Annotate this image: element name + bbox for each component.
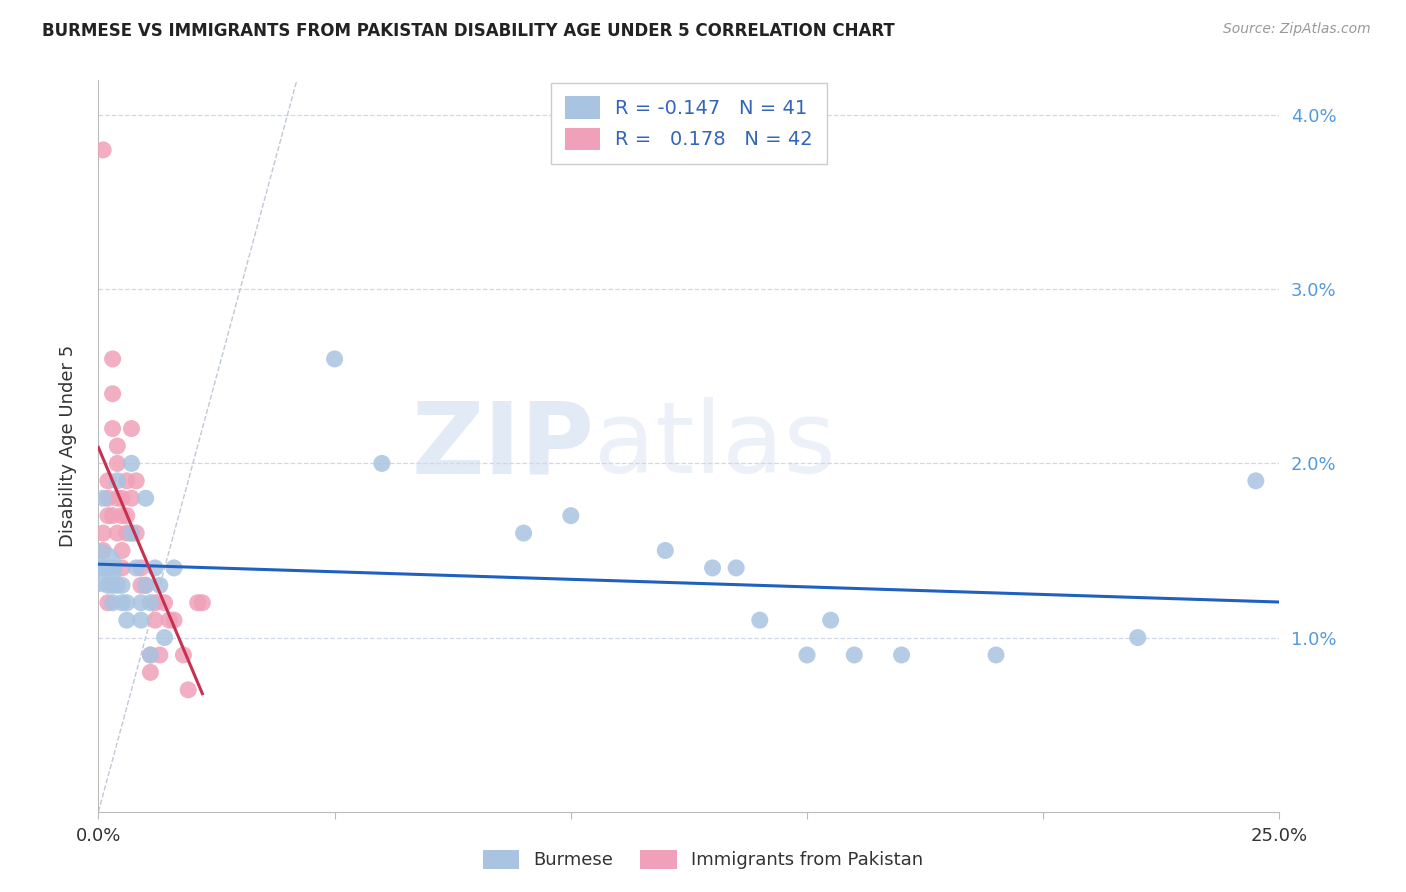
Point [172, 648, 194, 662]
Point [105, 474, 128, 488]
Point [129, 596, 152, 610]
Point [91, 143, 114, 157]
Point [115, 596, 138, 610]
Point [97, 491, 120, 506]
Point [125, 474, 148, 488]
Point [101, 578, 124, 592]
Point [702, 561, 724, 575]
Point [111, 491, 134, 506]
Legend: R = -0.147   N = 41, R =   0.178   N = 42: R = -0.147 N = 41, R = 0.178 N = 42 [551, 83, 827, 163]
Point [143, 561, 166, 575]
Point [143, 596, 166, 610]
Point [129, 578, 152, 592]
Point [101, 351, 124, 366]
Point [111, 578, 134, 592]
Point [163, 561, 186, 575]
Point [135, 491, 157, 506]
Point [143, 613, 166, 627]
Point [139, 665, 162, 680]
Point [191, 596, 214, 610]
Y-axis label: Disability Age Under 5: Disability Age Under 5 [59, 345, 77, 547]
Point [111, 508, 134, 523]
Point [512, 526, 534, 541]
Point [135, 578, 157, 592]
Text: Source: ZipAtlas.com: Source: ZipAtlas.com [1223, 22, 1371, 37]
Point [111, 561, 134, 575]
Point [153, 631, 176, 645]
Point [125, 526, 148, 541]
Point [323, 351, 346, 366]
Point [129, 613, 152, 627]
Text: BURMESE VS IMMIGRANTS FROM PAKISTAN DISABILITY AGE UNDER 5 CORRELATION CHART: BURMESE VS IMMIGRANTS FROM PAKISTAN DISA… [42, 22, 896, 40]
Point [91, 491, 114, 506]
Point [115, 508, 138, 523]
Point [129, 561, 152, 575]
Point [149, 648, 172, 662]
Legend: Burmese, Immigrants from Pakistan: Burmese, Immigrants from Pakistan [474, 840, 932, 879]
Point [149, 578, 172, 592]
Point [163, 613, 186, 627]
Point [101, 508, 124, 523]
Point [560, 508, 582, 523]
Point [139, 596, 162, 610]
Point [101, 596, 124, 610]
Point [101, 386, 124, 401]
Point [725, 561, 748, 575]
Point [121, 526, 143, 541]
Point [135, 578, 157, 592]
Point [187, 596, 209, 610]
Point [97, 596, 120, 610]
Text: ZIP: ZIP [412, 398, 595, 494]
Point [105, 491, 128, 506]
Point [97, 474, 120, 488]
Point [105, 439, 128, 453]
Point [654, 543, 676, 558]
Point [177, 682, 200, 697]
Point [1126, 631, 1149, 645]
Point [97, 561, 120, 575]
Point [97, 578, 120, 592]
Point [371, 457, 394, 471]
Point [111, 543, 134, 558]
Point [984, 648, 1007, 662]
Point [97, 508, 120, 523]
Point [105, 578, 128, 592]
Point [121, 526, 143, 541]
Text: atlas: atlas [595, 398, 837, 494]
Point [125, 561, 148, 575]
Point [796, 648, 818, 662]
Point [844, 648, 866, 662]
Point [153, 596, 176, 610]
Point [820, 613, 842, 627]
Point [105, 457, 128, 471]
Point [101, 421, 124, 435]
Point [121, 491, 143, 506]
Point [111, 596, 134, 610]
Point [91, 561, 114, 575]
Point [139, 648, 162, 662]
Point [91, 526, 114, 541]
Point [91, 543, 114, 558]
Point [890, 648, 912, 662]
Point [1244, 474, 1267, 488]
Point [139, 648, 162, 662]
Point [121, 421, 143, 435]
Point [157, 613, 180, 627]
Point [105, 526, 128, 541]
Point [115, 613, 138, 627]
Point [121, 457, 143, 471]
Point [748, 613, 770, 627]
Point [115, 526, 138, 541]
Point [115, 474, 138, 488]
Point [87, 561, 110, 575]
Point [101, 561, 124, 575]
